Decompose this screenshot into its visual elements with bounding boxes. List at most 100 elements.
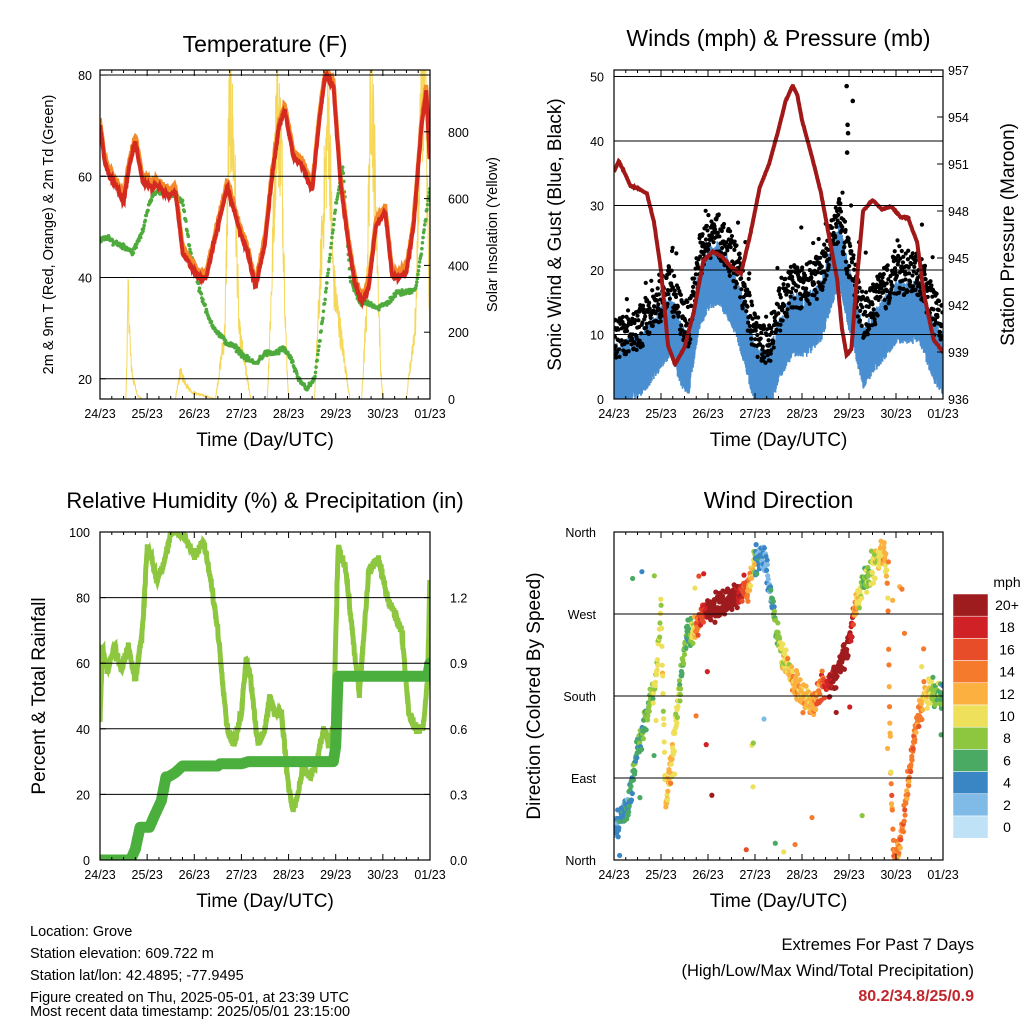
wind-gust-point xyxy=(637,338,642,343)
wind-gust-point xyxy=(866,304,871,310)
y-tick-label-right: 200 xyxy=(448,326,469,340)
wind-gust-point xyxy=(901,286,906,291)
wind-gust-point xyxy=(665,288,670,293)
wind-gust-point xyxy=(919,222,925,227)
dewpoint-point xyxy=(314,365,318,369)
direction-point xyxy=(672,730,678,736)
wind-gust-point xyxy=(642,310,647,315)
direction-point xyxy=(939,701,943,707)
x-tick-label: 28/23 xyxy=(786,868,817,882)
wind-gust-point xyxy=(887,295,892,301)
y-tick-label-right: 0.6 xyxy=(450,723,467,737)
dewpoint-point xyxy=(289,356,294,360)
wind-gust-point xyxy=(812,293,817,298)
wind-gust-point xyxy=(674,251,679,256)
temp-2m-line xyxy=(100,70,430,310)
x-tick-label: 29/23 xyxy=(320,407,351,421)
direction-point xyxy=(630,777,637,783)
direction-point xyxy=(902,807,908,813)
direction-point xyxy=(645,713,651,719)
direction-point xyxy=(630,575,636,582)
direction-point xyxy=(629,790,635,797)
wind-gust-point xyxy=(782,303,787,309)
direction-point xyxy=(660,708,666,714)
panel-title: Winds (mph) & Pressure (mb) xyxy=(626,25,930,51)
dewpoint-point xyxy=(329,241,334,246)
wind-gust-point xyxy=(791,305,796,310)
wind-gust-point xyxy=(808,259,813,265)
wind-gust-point xyxy=(910,273,915,278)
direction-point xyxy=(701,571,707,577)
dewpoint-point xyxy=(424,217,428,222)
direction-point xyxy=(674,714,681,721)
wind-gust-point xyxy=(892,249,897,254)
direction-point xyxy=(640,735,646,742)
wind-gust-point xyxy=(647,300,652,305)
wind-gust-point xyxy=(706,242,712,247)
direction-point xyxy=(632,768,638,774)
y-tick-label-right: 948 xyxy=(948,205,969,219)
direction-point xyxy=(671,748,677,754)
y-tick-label-right: 0.9 xyxy=(450,657,467,671)
wind-gust-point xyxy=(922,263,928,268)
direction-point xyxy=(677,686,684,692)
wind-gust-point xyxy=(799,305,804,310)
y-tick-label: 40 xyxy=(590,135,604,149)
legend-label: 2 xyxy=(1003,797,1011,813)
y-tick-label: 20 xyxy=(78,373,92,387)
legend-swatch xyxy=(952,793,989,817)
direction-point xyxy=(870,580,877,586)
wind-gust-point xyxy=(812,281,817,287)
direction-point xyxy=(729,606,735,613)
wind-gust-point xyxy=(680,328,685,333)
x-axis-label: Time (Day/UTC) xyxy=(196,430,334,451)
wind-gust-point xyxy=(848,243,853,249)
wind-gust-point xyxy=(698,254,703,259)
direction-point xyxy=(615,834,621,840)
direction-point xyxy=(901,818,907,824)
y-axis-label-right: Solar Insolation (Yellow) xyxy=(485,157,501,312)
wind-gust-point xyxy=(745,287,750,292)
wind-gust-point xyxy=(768,358,773,363)
direction-point xyxy=(794,671,801,677)
wind-gust-point xyxy=(913,258,918,263)
direction-point xyxy=(657,634,663,640)
wind-gust-point xyxy=(870,302,875,307)
wind-gust-point xyxy=(727,273,732,278)
wind-gust-point xyxy=(614,344,618,349)
direction-point xyxy=(844,646,850,653)
dewpoint-point xyxy=(323,297,327,302)
dewpoint-point xyxy=(141,226,146,231)
direction-point xyxy=(921,679,927,685)
dewpoint-point xyxy=(188,247,192,252)
dewpoint-point xyxy=(330,231,335,235)
wind-gust-point xyxy=(834,208,840,214)
dewpoint-point xyxy=(417,264,421,269)
direction-point xyxy=(704,669,710,675)
wind-gust-point xyxy=(771,339,776,344)
panel-title: Wind Direction xyxy=(704,487,854,513)
x-tick-label: 24/23 xyxy=(598,407,629,421)
direction-point xyxy=(827,694,833,700)
direction-point xyxy=(626,809,632,815)
wind-gust-point xyxy=(749,336,754,341)
direction-point xyxy=(677,698,683,704)
direction-point xyxy=(741,572,747,578)
wind-gust-point xyxy=(866,326,872,331)
wind-gust-point xyxy=(650,323,655,328)
direction-point xyxy=(939,682,943,688)
dewpoint-point xyxy=(328,252,333,257)
legend-swatch xyxy=(952,749,989,772)
wind-gust-point xyxy=(632,341,637,346)
x-tick-label: 26/23 xyxy=(179,407,210,421)
plot-frame xyxy=(613,69,944,400)
panel-title: Relative Humidity (%) & Precipitation (i… xyxy=(66,488,463,513)
direction-point xyxy=(620,812,626,819)
wind-gust-point xyxy=(898,256,903,261)
wind-gust-point xyxy=(667,296,673,301)
wind-gust-point xyxy=(793,288,799,293)
x-tick-label: 27/23 xyxy=(739,407,770,421)
direction-point xyxy=(885,595,891,601)
wind-gust-point xyxy=(835,240,841,245)
direction-point xyxy=(659,662,665,668)
